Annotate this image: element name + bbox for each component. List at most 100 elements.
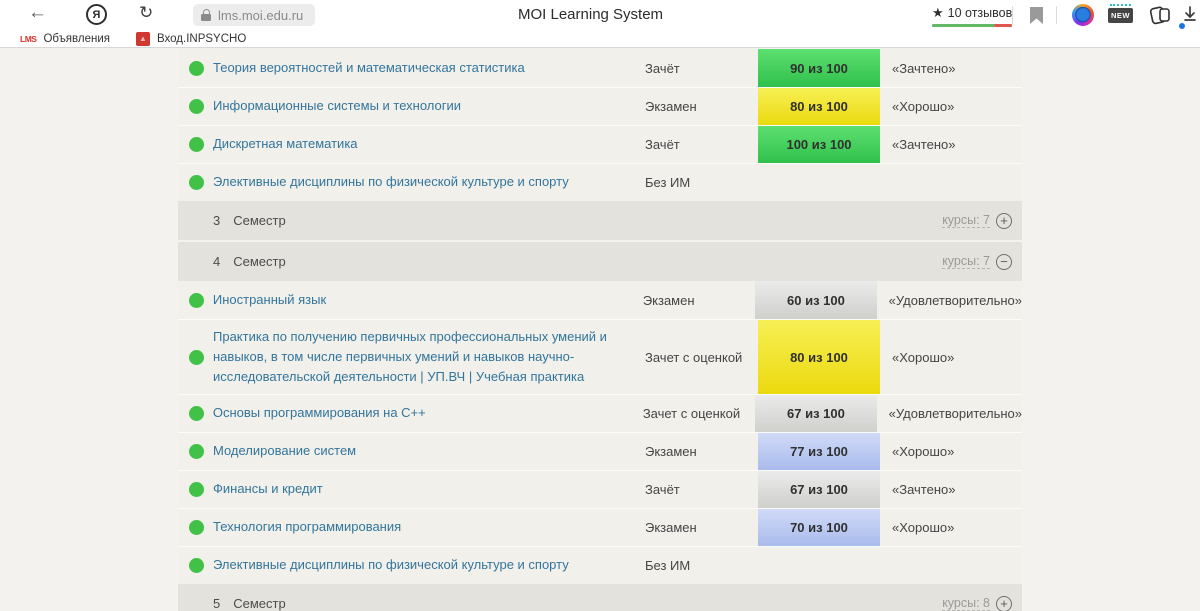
control-type: Экзамен [642,292,695,308]
semester-number: 5 [213,596,221,611]
course-link[interactable]: Основы программирования на C++ [212,405,426,421]
course-link[interactable]: Технология программирования [213,519,402,535]
bookmarks-bar: LMS Объявления ▲ Вход.INPSYCHO [0,30,1200,48]
courses-count-link[interactable]: курсы: 8 [942,596,990,611]
toolbar-divider [1012,6,1013,24]
status-dot-icon [189,520,204,535]
bookmark-item-inpsycho[interactable]: ▲ Вход.INPSYCHO [135,31,246,46]
lms-favicon-icon: LMS [20,33,37,44]
semester-number: 3 [213,213,221,228]
score-badge: 90 из 100 [758,49,880,87]
browser-toolbar: ← Я ↻ lms.moi.edu.ru MOI Learning System… [0,0,1200,30]
download-icon[interactable] [1179,5,1199,29]
expand-toggle-icon[interactable]: + [996,595,1012,611]
collapse-toggle-icon[interactable]: − [996,253,1012,270]
grade-text: «Хорошо» [892,444,955,459]
expand-toggle-icon[interactable]: + [996,212,1012,229]
status-dot-icon [189,99,204,114]
toolbar-divider [1056,6,1057,24]
status-dot-icon [189,60,204,76]
bookmark-item-announcements[interactable]: LMS Объявления [20,32,110,45]
score-badge: 80 из 100 [758,88,880,125]
extension-circle-icon[interactable] [1072,4,1094,26]
course-link[interactable]: Элективные дисциплины по физической куль… [213,557,569,573]
back-icon[interactable]: ← [28,2,47,23]
table-row: Технология программирования Экзамен 70 из … [178,508,1022,546]
address-bar[interactable]: lms.moi.edu.ru [193,4,316,26]
table-row: Основы программирования на C++ Зачет с оц… [178,394,1022,432]
control-type: Без ИМ [645,175,691,190]
course-link[interactable]: Практика по получению первичных професси… [213,328,607,385]
status-dot-icon [189,444,204,459]
course-link[interactable]: Элективные дисциплины по физической куль… [213,174,569,190]
semester-label: Семестр [233,596,286,611]
grade-text: «Хорошо» [892,349,955,365]
courses-count-link[interactable]: курсы: 7 [942,213,990,228]
table-row: Теория вероятностей и математическая ста… [178,49,1022,87]
grade-text: «Хорошо» [892,99,955,114]
page-content: Теория вероятностей и математическая ста… [0,49,1200,611]
semester-header-row[interactable]: 5 Семестр курсы: 8 + [178,584,1022,611]
course-link[interactable]: Дискретная математика [213,136,358,152]
site-reviews[interactable]: ★ 10 отзывов [932,5,1013,27]
table-row: Практика по получению первичных професси… [178,319,1022,394]
status-dot-icon [189,482,204,497]
control-type: Зачёт [645,137,680,152]
grade-text: «Зачтено» [892,482,956,497]
control-type: Зачет с оценкой [645,349,743,365]
semester-label: Семестр [233,254,286,269]
control-type: Без ИМ [645,558,691,573]
table-row: Иностранный язык Экзамен 60 из 100 «Удовлет… [178,281,1022,319]
control-type: Экзамен [645,444,697,459]
control-type: Зачёт [645,482,680,497]
status-dot-icon [189,137,204,152]
course-link[interactable]: Моделирование систем [213,443,357,459]
table-row: Элективные дисциплины по физической куль… [178,546,1022,584]
table-row: Дискретная математика Зачёт 100 из 100 «Зач… [178,125,1022,163]
collections-icon[interactable] [1149,5,1172,30]
grade-text: «Хорошо» [892,520,955,535]
download-notification-dot [1179,23,1185,29]
control-type: Зачет с оценкой [642,406,741,421]
new-badge-icon[interactable]: NEW [1108,4,1133,23]
reviews-count-label: 10 отзывов [947,6,1013,20]
lock-icon [201,9,211,21]
score-badge: 70 из 100 [758,509,880,546]
grades-table: Теория вероятностей и математическая ста… [178,49,1022,611]
reviews-rating-bar [932,24,1013,27]
yandex-home-icon[interactable]: Я [86,4,107,25]
table-row: Моделирование систем Экзамен 77 из 100 «Хор… [178,432,1022,470]
control-type: Экзамен [645,520,697,535]
status-dot-icon [189,406,204,421]
star-icon: ★ [932,5,944,20]
semester-header-row[interactable]: 4 Семестр курсы: 7− [178,242,1022,281]
score-badge: 80 из 100 [758,320,880,394]
status-dot-icon [189,292,204,308]
bookmark-flag-icon[interactable] [1030,7,1043,24]
semester-header-row[interactable]: 3 Семестр курсы: 7 + [178,201,1022,240]
page-title: MOI Learning System [518,6,664,23]
courses-count-link[interactable]: курсы: 7 [942,254,990,269]
course-link[interactable]: Информационные системы и технологии [213,98,461,114]
table-row: Элективные дисциплины по физической куль… [178,163,1022,201]
course-link[interactable]: Теория вероятностей и математическая ста… [213,59,525,75]
score-badge: 67 из 100 [755,395,877,432]
course-link[interactable]: Финансы и кредит [213,481,323,497]
status-dot-icon [189,349,204,365]
semester-number: 4 [213,254,221,269]
grade-text: «Зачтено» [892,137,956,152]
refresh-icon[interactable]: ↻ [139,3,154,22]
grade-text: «Зачтено» [892,60,956,76]
score-badge: 77 из 100 [758,433,880,470]
url-text: lms.moi.edu.ru [218,7,304,23]
grade-text: «Удовлетворительно» [888,292,1022,308]
score-badge: 100 из 100 [758,126,880,163]
control-type: Экзамен [645,99,697,114]
inpsycho-favicon-icon: ▲ [135,31,150,46]
score-badge: 67 из 100 [758,471,880,508]
table-row: Информационные системы и технологии Экзам… [178,87,1022,125]
score-badge: 60 из 100 [755,281,877,319]
course-link[interactable]: Иностранный язык [212,291,327,307]
grade-text: «Удовлетворительно» [888,406,1022,421]
table-row: Финансы и кредит Зачёт 67 из 100 «Зачтено» [178,470,1022,508]
